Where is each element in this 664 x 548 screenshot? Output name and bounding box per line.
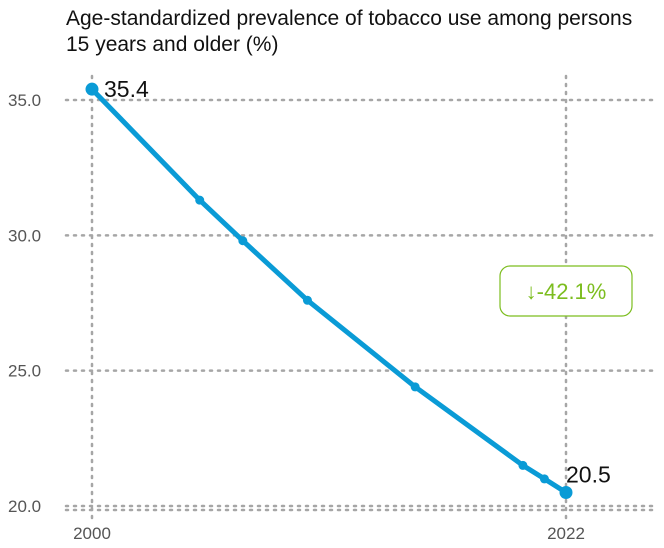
x-tick-label: 2022 bbox=[547, 524, 585, 543]
data-point bbox=[195, 195, 205, 205]
y-tick-label: 20.0 bbox=[8, 497, 41, 516]
data-point bbox=[410, 382, 420, 392]
data-point bbox=[559, 485, 573, 499]
y-axis-ticks: 35.0 30.0 25.0 20.0 bbox=[8, 91, 41, 516]
x-axis-ticks: 2000 2022 bbox=[73, 524, 585, 543]
y-tick-label: 30.0 bbox=[8, 226, 41, 245]
data-point bbox=[238, 236, 248, 246]
end-value-label: 20.5 bbox=[566, 461, 611, 487]
series-line bbox=[89, 86, 569, 495]
data-point bbox=[539, 474, 549, 484]
change-value: -42.1% bbox=[537, 279, 607, 304]
chart-title: Age-standardized prevalence of tobacco u… bbox=[66, 7, 633, 56]
change-badge-text: ↓-42.1% bbox=[526, 279, 607, 304]
arrow-down-icon: ↓ bbox=[526, 279, 537, 304]
grid-lines bbox=[64, 74, 654, 520]
data-points bbox=[85, 82, 573, 499]
change-badge: ↓-42.1% bbox=[499, 265, 633, 317]
data-point bbox=[85, 82, 99, 96]
start-value-label: 35.4 bbox=[104, 76, 149, 102]
x-tick-label: 2000 bbox=[73, 524, 111, 543]
data-point bbox=[518, 460, 528, 470]
y-tick-label: 25.0 bbox=[8, 362, 41, 381]
change-badge-box bbox=[499, 265, 633, 317]
data-point bbox=[302, 295, 312, 305]
y-tick-label: 35.0 bbox=[8, 91, 41, 110]
